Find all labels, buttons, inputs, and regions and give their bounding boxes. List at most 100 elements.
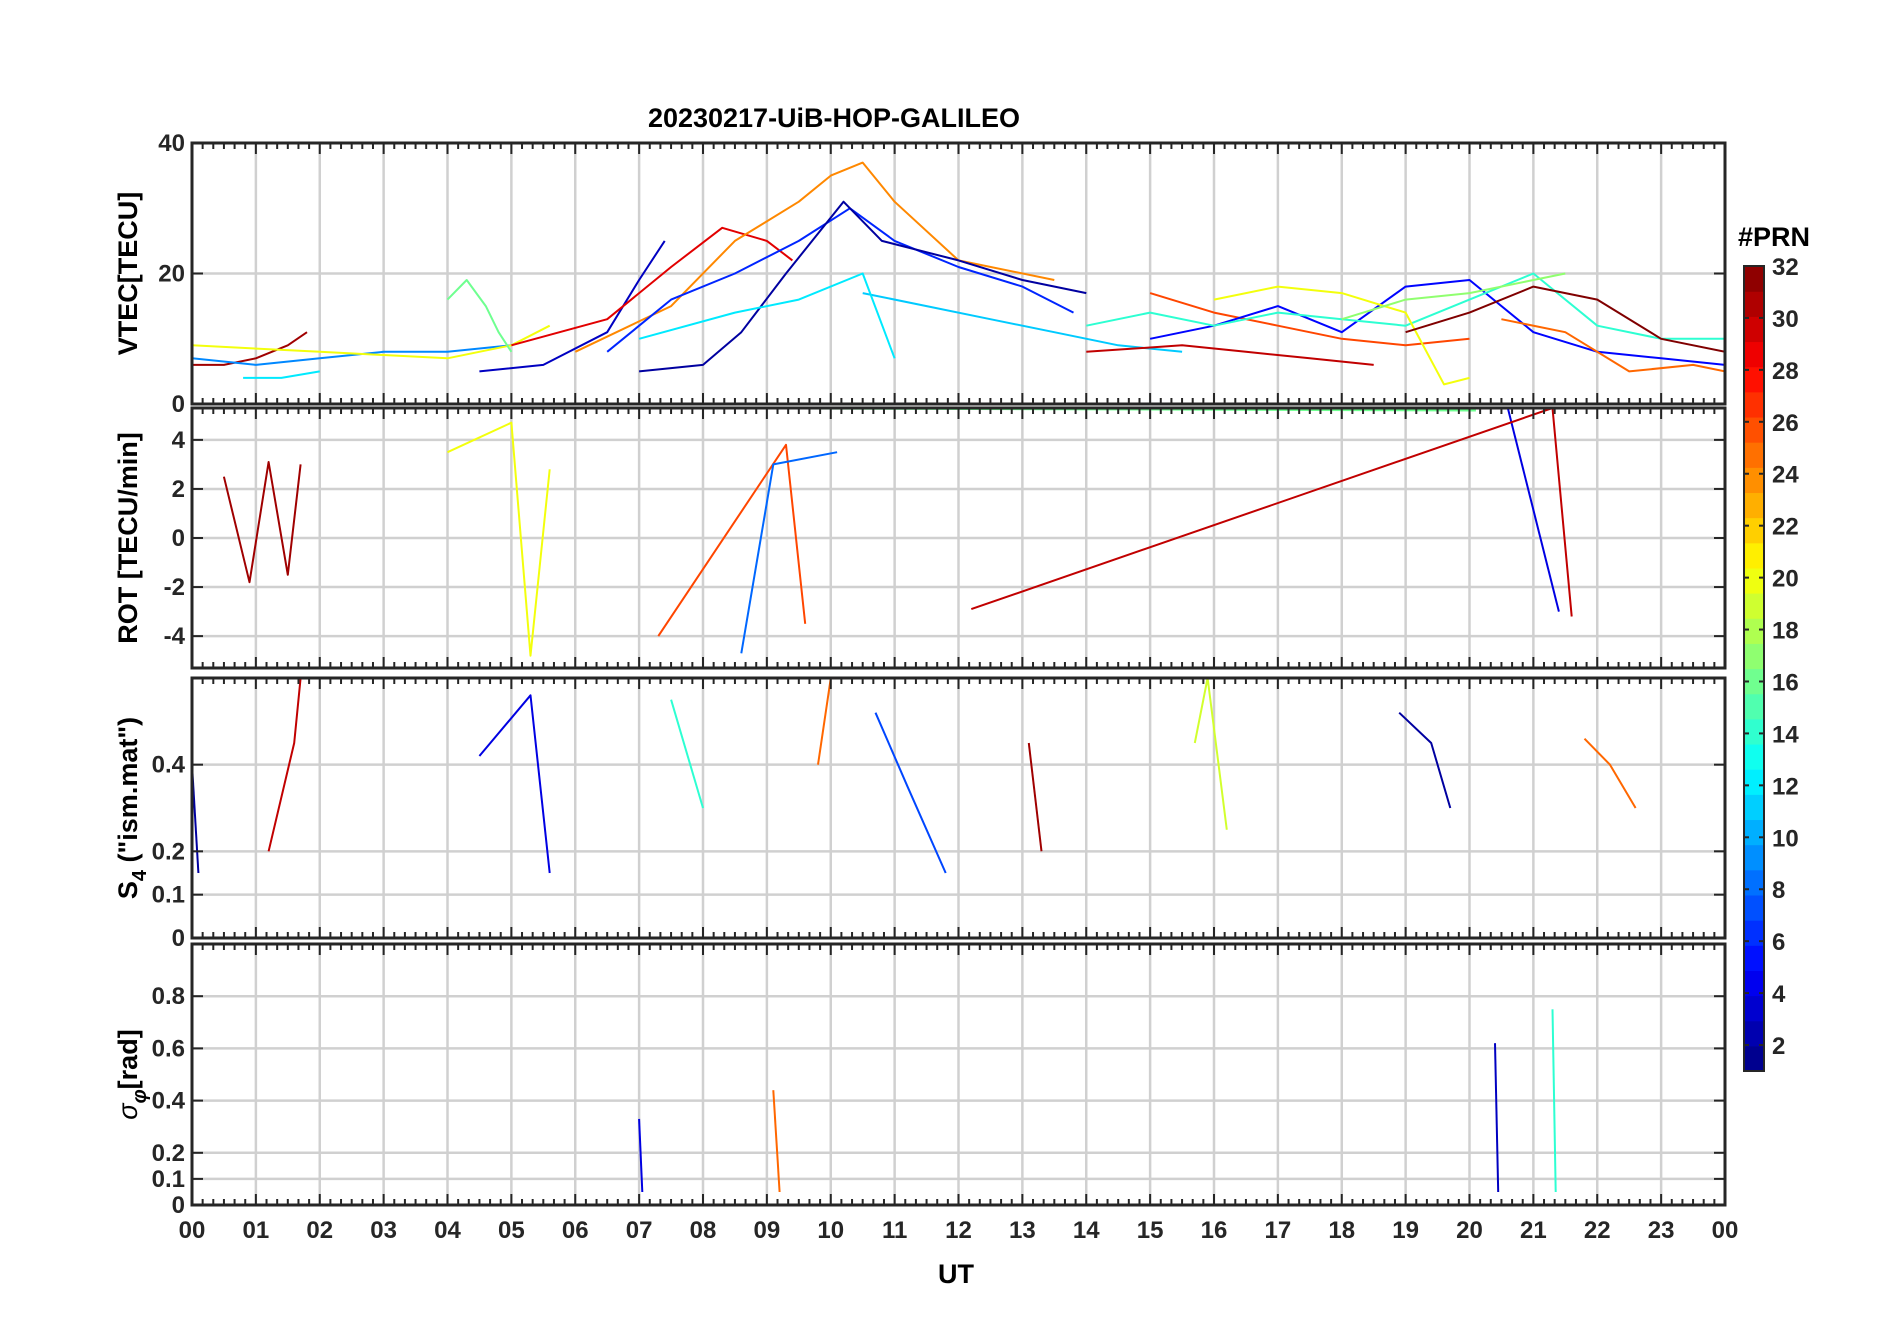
- panel-vtec: 0 20 40 VTEC[TECU]: [113, 130, 1727, 418]
- y-axis-label: σφ[rad]: [113, 1029, 151, 1119]
- y-axis-label-tail: [rad]: [113, 1029, 143, 1089]
- x-tick-label: 11: [882, 1217, 907, 1244]
- x-tick-label: 03: [370, 1217, 397, 1244]
- colorbar-swatch: [1744, 1020, 1764, 1047]
- x-tick-label: 10: [817, 1217, 844, 1244]
- series-line-prn-7: [874, 712, 947, 874]
- y-tick-label: 40: [158, 130, 185, 157]
- colorbar-swatch: [1744, 442, 1764, 468]
- y-tick-label: 20: [158, 261, 185, 288]
- panel-frame: [190, 406, 1727, 670]
- y-tick-label: 0.4: [152, 1088, 186, 1115]
- y-axis-label-tail: ("ism.mat"): [113, 717, 143, 870]
- series-line-prn-3: [1494, 1043, 1500, 1193]
- series-line-prn-20b: [1213, 285, 1470, 386]
- y-axis-label-main: S: [113, 881, 143, 899]
- y-tick-label: -2: [164, 574, 185, 601]
- series-line-prn-11: [862, 292, 1183, 353]
- series-group: [638, 1009, 1557, 1193]
- series-line-prn-29: [511, 226, 794, 347]
- y-tick-label: -4: [164, 623, 186, 650]
- y-tick-label: 0: [172, 925, 185, 952]
- colorbar-swatch: [1744, 844, 1764, 871]
- series-group: [192, 678, 1637, 874]
- colorbar-swatch: [1744, 391, 1764, 418]
- series-line-prn-14: [1086, 272, 1725, 340]
- x-tick-label: 15: [1137, 1217, 1164, 1244]
- y-tick-label: 0: [172, 525, 185, 552]
- panel-rot: -4 -2 0 2 4 ROT [TECU/min]: [113, 406, 1727, 670]
- panel-s4: 00.10.20.4S4 ("ism.mat"): [113, 676, 1727, 952]
- series-line-prn-30: [267, 678, 302, 852]
- series-line-prn-30: [970, 408, 1573, 617]
- series-line-prn-12b: [638, 272, 896, 359]
- y-tick-label: 0.1: [152, 1166, 185, 1193]
- series-group: [222, 408, 1573, 657]
- series-line-prn-25: [1501, 318, 1725, 373]
- series-line-prn-25: [772, 1090, 781, 1193]
- colorbar-tick-label: 14: [1772, 721, 1799, 748]
- colorbar-swatch: [1744, 743, 1764, 770]
- series-line-prn-26: [1149, 292, 1470, 347]
- series-line-prn-2b: [1398, 711, 1452, 809]
- y-axis-label: ROT [TECU/min]: [113, 432, 143, 643]
- y-axis-label: VTEC[TECU]: [113, 192, 143, 356]
- series-line-prn-12: [243, 370, 320, 379]
- x-tick-label: 00: [179, 1217, 206, 1244]
- series-line-prn-25: [817, 678, 832, 765]
- x-tick-label: 16: [1201, 1217, 1228, 1244]
- x-tick-label: 09: [754, 1217, 781, 1244]
- x-tick-label: 07: [626, 1217, 653, 1244]
- x-tick-label: 20: [1456, 1217, 1483, 1244]
- colorbar-swatch: [1744, 266, 1764, 292]
- series-line-prn-2: [638, 200, 1087, 373]
- series-line-prn-4: [638, 1118, 644, 1193]
- colorbar-swatch: [1744, 542, 1764, 569]
- series-line-prn-5: [1149, 279, 1725, 366]
- series-line-prn-20: [447, 421, 551, 657]
- y-tick-label: 2: [172, 476, 185, 503]
- colorbar-swatch: [1744, 593, 1764, 619]
- colorbar-swatch: [1744, 693, 1764, 720]
- x-tick-label: 23: [1648, 1217, 1675, 1244]
- colorbar-swatch: [1744, 894, 1764, 921]
- y-tick-label: 0.4: [152, 752, 186, 779]
- series-line-prn-16: [446, 279, 513, 353]
- series-line-prn-4: [1506, 408, 1560, 612]
- colorbar-swatch: [1744, 945, 1764, 971]
- x-tick-label: 13: [1009, 1217, 1036, 1244]
- y-tick-label: 0.2: [152, 838, 185, 865]
- series-line-prn-30: [1086, 344, 1374, 366]
- panel-frame: [190, 942, 1727, 1207]
- colorbar-tick-label: 18: [1772, 618, 1799, 645]
- colorbar-tick-label: 6: [1772, 929, 1785, 956]
- x-tick-label: 19: [1392, 1217, 1419, 1244]
- y-tick-label: 0.8: [152, 983, 185, 1010]
- colorbar-tick-label: 26: [1772, 410, 1799, 437]
- series-line-prn-20: [192, 324, 551, 360]
- y-axis-label-sub: 4: [129, 869, 151, 881]
- colorbar-swatch: [1744, 970, 1764, 997]
- series-line-prn-24: [574, 161, 1055, 353]
- colorbar-swatch: [1744, 794, 1764, 821]
- colorbar-swatch: [1744, 920, 1764, 946]
- colorbar-tick-label: 32: [1772, 254, 1799, 281]
- x-tick-label: 08: [690, 1217, 717, 1244]
- series-line-prn-14: [670, 699, 704, 809]
- colorbar-tick-label: 12: [1772, 773, 1799, 800]
- colorbar-tick-label: 22: [1772, 514, 1799, 541]
- colorbar-swatch: [1744, 366, 1764, 393]
- chart-title: 20230217-UiB-HOP-GALILEO: [648, 103, 1020, 133]
- x-tick-label: 00: [1712, 1217, 1739, 1244]
- y-tick-label: 0: [172, 391, 185, 418]
- colorbar-tick-label: 24: [1772, 462, 1799, 489]
- series-line-prn-25b: [1583, 737, 1637, 809]
- series-line-prn-26: [657, 443, 807, 637]
- colorbar-tick-label: 10: [1772, 825, 1799, 852]
- panels: 0 20 40 VTEC[TECU] -4 -2 0 2 4 ROT [TECU/min] 0 0.1…: [113, 130, 1738, 1244]
- y-tick-label: 4: [172, 427, 186, 454]
- y-axis-label: S4 ("ism.mat"): [113, 717, 151, 899]
- x-tick-label: 17: [1265, 1217, 1292, 1244]
